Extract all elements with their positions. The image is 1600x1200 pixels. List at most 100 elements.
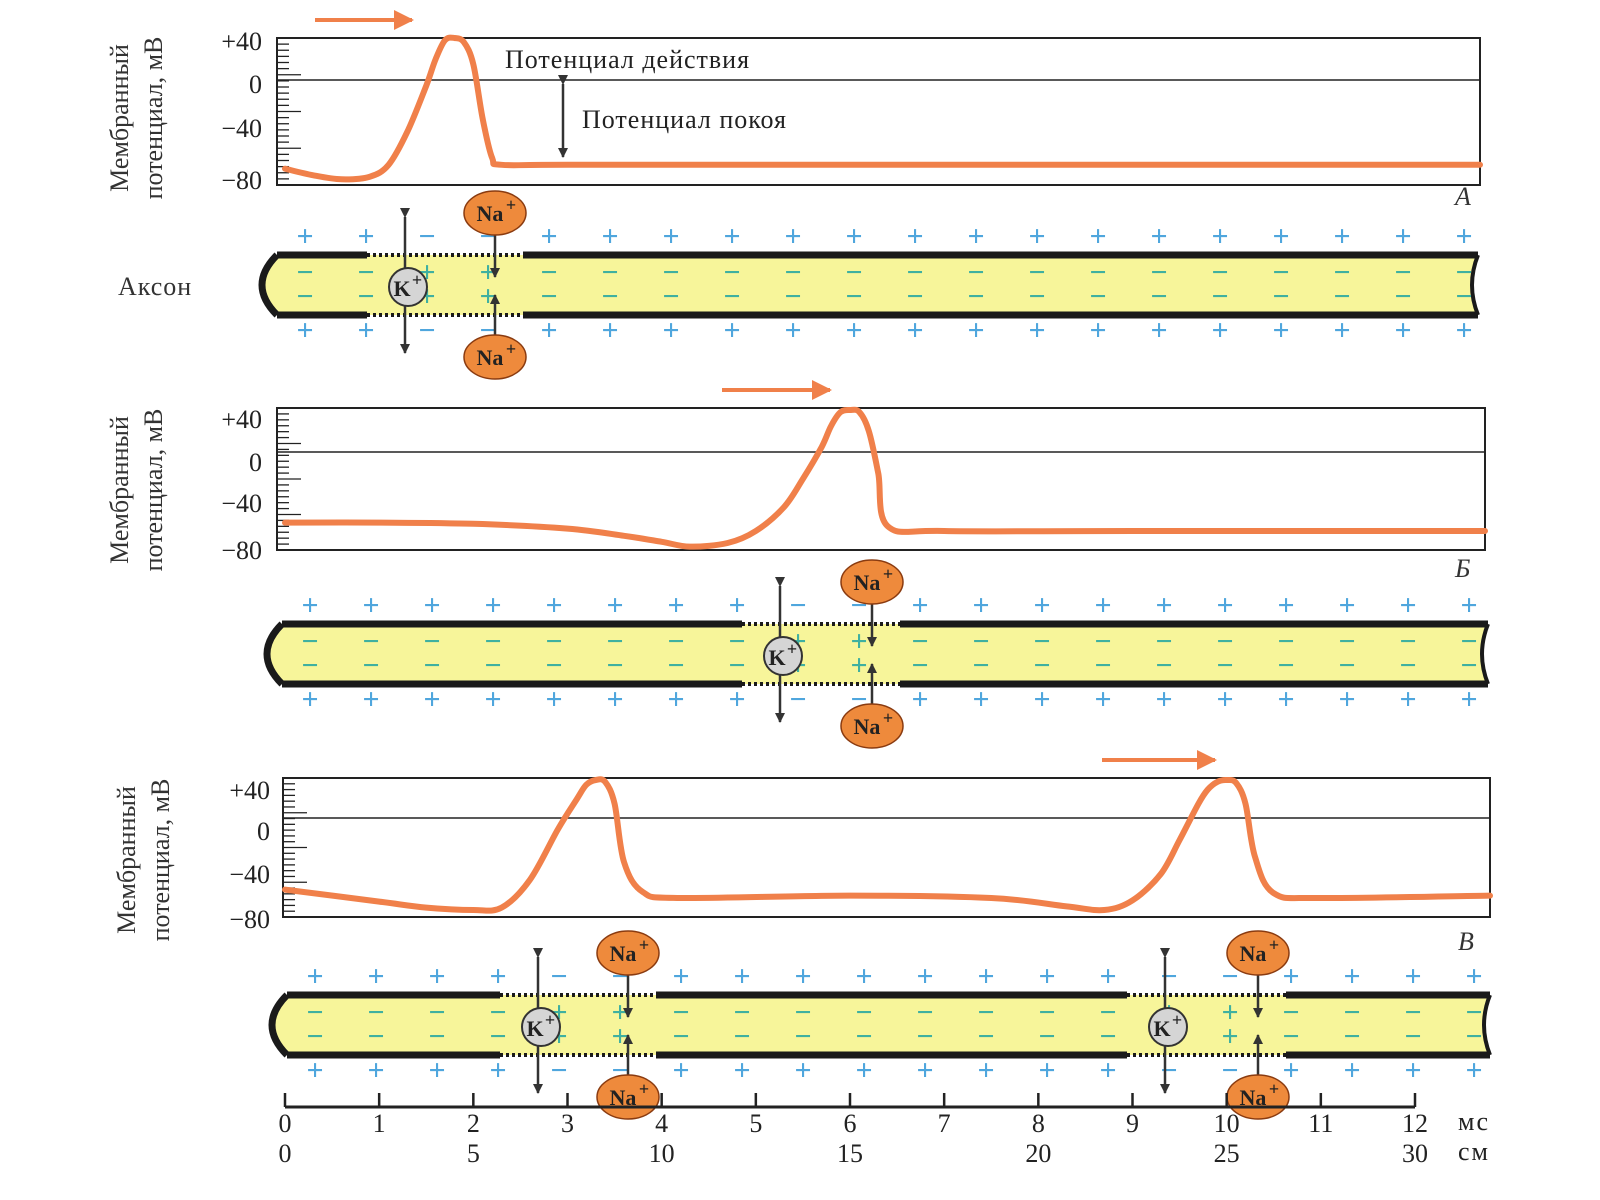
axon-b-outer-charge: + [362, 589, 379, 622]
axon-b-outer-charge: + [1155, 589, 1172, 622]
k-ion-label: K [768, 645, 785, 670]
k-ion [763, 636, 803, 676]
axon-a-inner-charge: − [1333, 280, 1350, 313]
k-ion-label: K [393, 276, 410, 301]
axon-a-outer-charge: + [601, 220, 618, 253]
panel-b-ytick-0: 0 [249, 448, 262, 477]
axon-a-outer-charge: + [845, 314, 862, 347]
axon-a-outer-charge: + [723, 314, 740, 347]
na-ion-label: Na [610, 941, 637, 966]
axon-c-outer-charge: + [428, 1054, 445, 1087]
panel-c-potential-curve [282, 776, 1493, 914]
axon-a-outer-charge: + [662, 220, 679, 253]
axon-a-inner-charge: − [1211, 256, 1228, 289]
axon-a-outer-charge: + [906, 314, 923, 347]
cm-tick-label: 5 [467, 1139, 480, 1168]
axon-b-inner-charge: − [1338, 625, 1355, 658]
axon-c-outer-charge: + [916, 1054, 933, 1087]
axon-c-outer-charge: + [1282, 1054, 1299, 1087]
axon-a-outer-charge: + [1028, 314, 1045, 347]
axon-a-inner-charge: − [601, 280, 618, 313]
panel-c-ylabel-2: потенциал, мВ [146, 779, 175, 942]
na-ion [463, 334, 527, 380]
axon-c-inner-charge: − [733, 996, 750, 1029]
axon-b-inner-charge: − [484, 649, 501, 682]
axon-b-outer-charge: + [911, 589, 928, 622]
axon-a-inner-charge: − [723, 280, 740, 313]
axon-b-outer-charge: + [606, 589, 623, 622]
axon-a-outer-charge: + [1455, 314, 1472, 347]
axon-b-inner-charge: − [545, 625, 562, 658]
axon-c-outer-charge: + [672, 960, 689, 993]
panel-b-axon: ++−−++−−++−−++−−++−−++−−++−−++−−−−++−−++… [263, 559, 1490, 749]
axon-a-inner-charge: − [540, 256, 557, 289]
na-ion-charge: + [639, 1079, 649, 1099]
axon-c-end [268, 992, 290, 1058]
panel-b-potential-curve [282, 406, 1488, 550]
axon-c-outer-charge: − [1160, 1054, 1177, 1087]
na-ion [596, 930, 660, 976]
axon-b-outer-charge: + [1399, 683, 1416, 716]
cm-tick-label: 15 [837, 1139, 863, 1168]
axon-b-outer-charge: + [1033, 589, 1050, 622]
axon-b-inner-charge: − [911, 649, 928, 682]
axon-c-outer-charge: − [1221, 960, 1238, 993]
axon-b-inner-charge: − [1460, 649, 1477, 682]
panel-a-potential-curve [282, 34, 1483, 183]
axon-c-inner-charge: − [1404, 996, 1421, 1029]
axon-c-inner-charge: − [794, 1020, 811, 1053]
ms-tick-label: 3 [561, 1109, 574, 1138]
na-ion-charge: + [506, 339, 516, 359]
axon-b-outer-charge: + [728, 683, 745, 716]
panel-c-graph: Мембранный потенциал, мВ +40 0 −40 −80 В [112, 750, 1493, 956]
axon-a-inner-charge: − [1211, 280, 1228, 313]
axon-a-outer-charge: + [1089, 220, 1106, 253]
axon-b-outer-charge: + [1094, 589, 1111, 622]
na-ion-charge: + [506, 195, 516, 215]
na-ion [463, 190, 527, 236]
axon-c-inner-charge: − [977, 1020, 994, 1053]
axon-b-inner-charge: − [423, 649, 440, 682]
ms-tick-label: 9 [1126, 1109, 1139, 1138]
axon-b-cut [1480, 623, 1490, 685]
axon-c-outer-charge: + [1404, 960, 1421, 993]
k-ion [1148, 1007, 1188, 1047]
ms-tick-label: 11 [1308, 1109, 1333, 1138]
axon-c-outer-charge: − [550, 1054, 567, 1087]
axon-c-inner-charge: + [1221, 996, 1238, 1029]
cm-tick-label: 30 [1402, 1139, 1428, 1168]
axon-c-cut [1482, 994, 1492, 1056]
axon-a-outer-charge: + [601, 314, 618, 347]
axon-c-outer-charge: + [1038, 960, 1055, 993]
axon-c-inner-charge: − [428, 996, 445, 1029]
na-ion-charge: + [639, 935, 649, 955]
axon-b-outer-charge: + [1338, 589, 1355, 622]
na-ion-charge: + [883, 708, 893, 728]
axon-a-inner-charge: − [1455, 256, 1472, 289]
axon-a-outer-charge: + [1394, 314, 1411, 347]
axon-b-inner-charge: − [301, 625, 318, 658]
axon-a-inner-charge: − [1394, 256, 1411, 289]
axon-b-inner-charge: + [850, 649, 867, 682]
na-ion [840, 559, 904, 605]
panel-b-axon-body: ++−−++−−++−−++−−++−−++−−++−−++−−−−++−−++… [263, 559, 1490, 749]
axon-b-outer-charge: + [972, 589, 989, 622]
axon-c-cytoplasm [272, 995, 1490, 1055]
k-ion [521, 1007, 561, 1047]
panel-a-ytick-m40: −40 [221, 114, 262, 143]
panel-a-annotation-rest: Потенциал покоя [582, 105, 787, 134]
axon-c-inner-charge: − [489, 996, 506, 1029]
panel-c-letter: В [1458, 927, 1474, 956]
x-unit-cm: см [1458, 1137, 1490, 1166]
axon-a-end [258, 252, 280, 318]
axon-b-inner-charge: − [1460, 625, 1477, 658]
axon-a-outer-charge: + [784, 220, 801, 253]
ms-tick-label: 1 [373, 1109, 386, 1138]
axon-b-outer-charge: + [667, 683, 684, 716]
axon-a-outer-charge: + [1028, 220, 1045, 253]
axon-a-inner-charge: − [1455, 280, 1472, 313]
panel-b-graph: Мембранный потенциал, мВ +40 0 −40 −80 Б [105, 380, 1488, 583]
axon-a-inner-charge: − [784, 280, 801, 313]
axon-a-outer-charge: + [540, 220, 557, 253]
axon-c-inner-charge: − [1343, 996, 1360, 1029]
